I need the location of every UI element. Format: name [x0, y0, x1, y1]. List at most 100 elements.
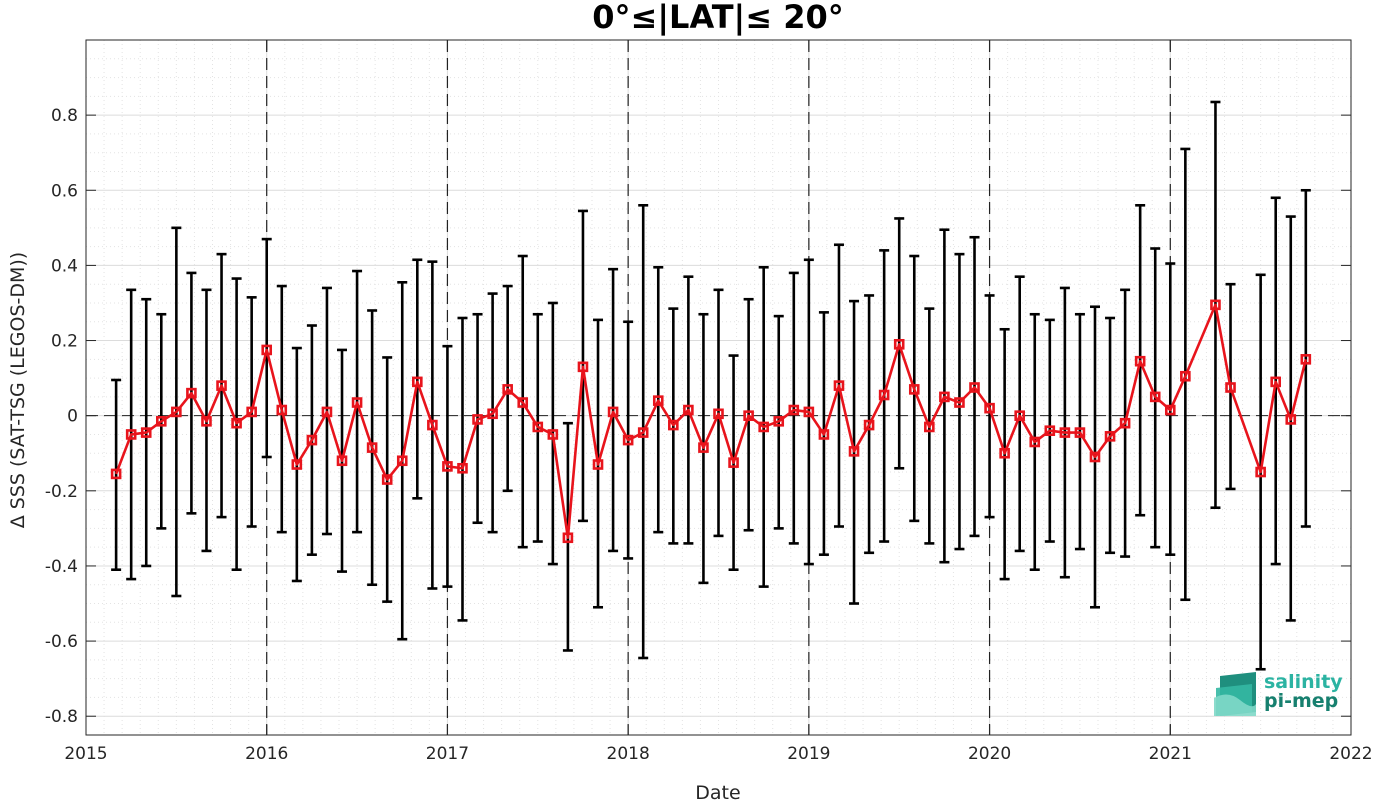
- data-point-marker: [532, 421, 544, 433]
- data-point-marker: [1180, 370, 1191, 382]
- data-point-marker: [1149, 391, 1161, 403]
- data-point-marker: [803, 406, 815, 418]
- data-point-marker: [1044, 425, 1056, 437]
- data-point-marker: [833, 380, 845, 391]
- data-point-marker: [788, 404, 800, 416]
- data-point-marker: [276, 404, 288, 416]
- x-tick-label: 2021: [1149, 744, 1192, 764]
- data-point-marker: [818, 429, 830, 440]
- data-point-marker: [743, 410, 754, 421]
- data-point-marker: [999, 447, 1010, 459]
- data-point-marker: [1225, 382, 1236, 393]
- data-point-marker: [1014, 410, 1025, 421]
- data-point-marker: [472, 414, 483, 425]
- data-point-marker: [487, 408, 498, 420]
- data-point-marker: [1104, 431, 1116, 442]
- data-point-marker: [427, 419, 438, 431]
- data-point-marker: [1059, 427, 1071, 438]
- wave-icon: [1214, 672, 1256, 716]
- x-tick-label: 2015: [64, 744, 107, 764]
- y-tick-label: -0.4: [45, 557, 78, 577]
- y-tick-labels: -0.8 -0.6 -0.4 -0.2 0 0.2 0.4 0.6 0.8: [45, 106, 78, 727]
- y-tick-label: -0.8: [45, 707, 78, 727]
- data-point-marker: [517, 397, 529, 408]
- markers: [110, 299, 1312, 544]
- x-tick-label: 2020: [968, 744, 1011, 764]
- data-point-marker: [773, 416, 785, 427]
- data-point-marker: [1210, 299, 1221, 311]
- data-point-marker: [908, 384, 920, 395]
- data-point-marker: [622, 434, 634, 446]
- data-point-marker: [637, 427, 649, 438]
- x-tick-label: 2017: [426, 744, 469, 764]
- data-point-marker: [652, 395, 664, 406]
- data-point-marker: [201, 416, 212, 427]
- plot-box: [85, 39, 1352, 736]
- y-axis-label: Δ SSS (SAT-TSG (LEGOS-DM)): [7, 252, 29, 528]
- data-point-marker: [562, 532, 574, 544]
- data-point-marker: [110, 468, 122, 480]
- data-point-marker: [607, 406, 619, 418]
- logo-text-pi-mep: pi-mep: [1264, 690, 1338, 712]
- data-point-marker: [186, 387, 197, 399]
- chart-title: 0°≤|LAT|≤ 20°: [592, 0, 843, 37]
- data-point-marker: [969, 382, 980, 393]
- data-point-marker: [396, 455, 408, 467]
- data-point-marker: [306, 434, 318, 446]
- y-tick-label: 0.6: [51, 181, 78, 201]
- data-point-marker: [216, 380, 227, 391]
- data-point-marker: [863, 419, 875, 431]
- data-point-marker: [758, 421, 769, 433]
- data-point-marker: [140, 427, 152, 438]
- data-point-marker: [939, 391, 950, 403]
- y-tick-label: -0.2: [45, 482, 78, 502]
- data-point-marker: [713, 408, 724, 420]
- data-point-marker: [1134, 355, 1146, 367]
- data-point-marker: [878, 389, 890, 401]
- x-tick-labels: 2015 2016 2017 2018 2019 2020 2021 2022: [64, 744, 1372, 764]
- data-point-marker: [924, 421, 935, 433]
- data-point-marker: [1285, 414, 1297, 425]
- data-point-marker: [698, 442, 709, 453]
- data-point-marker: [291, 459, 303, 470]
- y-tick-label: 0: [67, 407, 78, 427]
- data-point-marker: [261, 344, 273, 356]
- data-point-marker: [336, 455, 348, 467]
- y-tick-label: 0.4: [51, 256, 78, 276]
- y-tick-label: 0.2: [51, 332, 78, 352]
- x-axis-label: Date: [695, 782, 740, 801]
- data-point-marker: [547, 429, 559, 440]
- x-tick-label: 2019: [787, 744, 830, 764]
- data-point-marker: [1270, 376, 1282, 388]
- x-tick-label: 2016: [245, 744, 288, 764]
- data-point-marker: [683, 404, 694, 416]
- y-tick-label: 0.8: [51, 106, 78, 126]
- axis-ticks: [85, 40, 1352, 735]
- data-point-marker: [1119, 417, 1131, 429]
- data-point-marker: [125, 429, 137, 440]
- data-point-marker: [1164, 404, 1176, 416]
- data-point-marker: [893, 338, 905, 350]
- data-point-marker: [668, 419, 679, 431]
- data-point-marker: [457, 462, 468, 474]
- data-point-marker: [592, 459, 604, 470]
- data-point-marker: [381, 474, 393, 485]
- data-point-marker: [246, 406, 257, 418]
- data-point-marker: [351, 397, 363, 408]
- data-point-marker: [1029, 436, 1041, 448]
- data-point-marker: [1074, 427, 1086, 438]
- data-point-marker: [848, 446, 860, 457]
- data-point-marker: [502, 384, 513, 395]
- x-tick-label: 2018: [607, 744, 650, 764]
- logo-text-salinity: salinity: [1264, 671, 1343, 693]
- data-point-marker: [1255, 466, 1266, 478]
- data-point-marker: [412, 376, 423, 388]
- data-point-marker: [231, 417, 242, 429]
- data-point-marker: [171, 406, 182, 418]
- data-point-marker: [155, 416, 167, 427]
- data-point-marker: [1089, 451, 1101, 463]
- data-point-marker: [1300, 354, 1312, 365]
- data-point-marker: [321, 406, 333, 418]
- data-point-marker: [366, 442, 378, 453]
- y-tick-label: -0.6: [45, 632, 78, 652]
